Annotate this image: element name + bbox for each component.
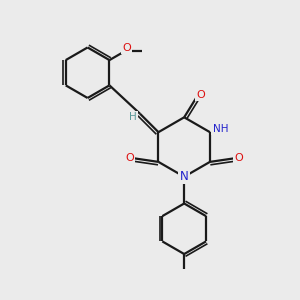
Text: O: O [122, 43, 131, 53]
Text: NH: NH [212, 124, 230, 134]
Text: O: O [234, 153, 243, 163]
Text: O: O [122, 43, 131, 53]
Text: NH: NH [214, 124, 229, 134]
Text: O: O [125, 153, 134, 163]
Text: O: O [125, 153, 134, 163]
Text: O: O [196, 90, 205, 100]
Text: N: N [180, 170, 189, 183]
Text: H: H [128, 112, 137, 122]
Text: H: H [129, 112, 136, 122]
Text: O: O [196, 90, 205, 100]
Text: N: N [179, 170, 189, 183]
Text: O: O [234, 153, 243, 163]
